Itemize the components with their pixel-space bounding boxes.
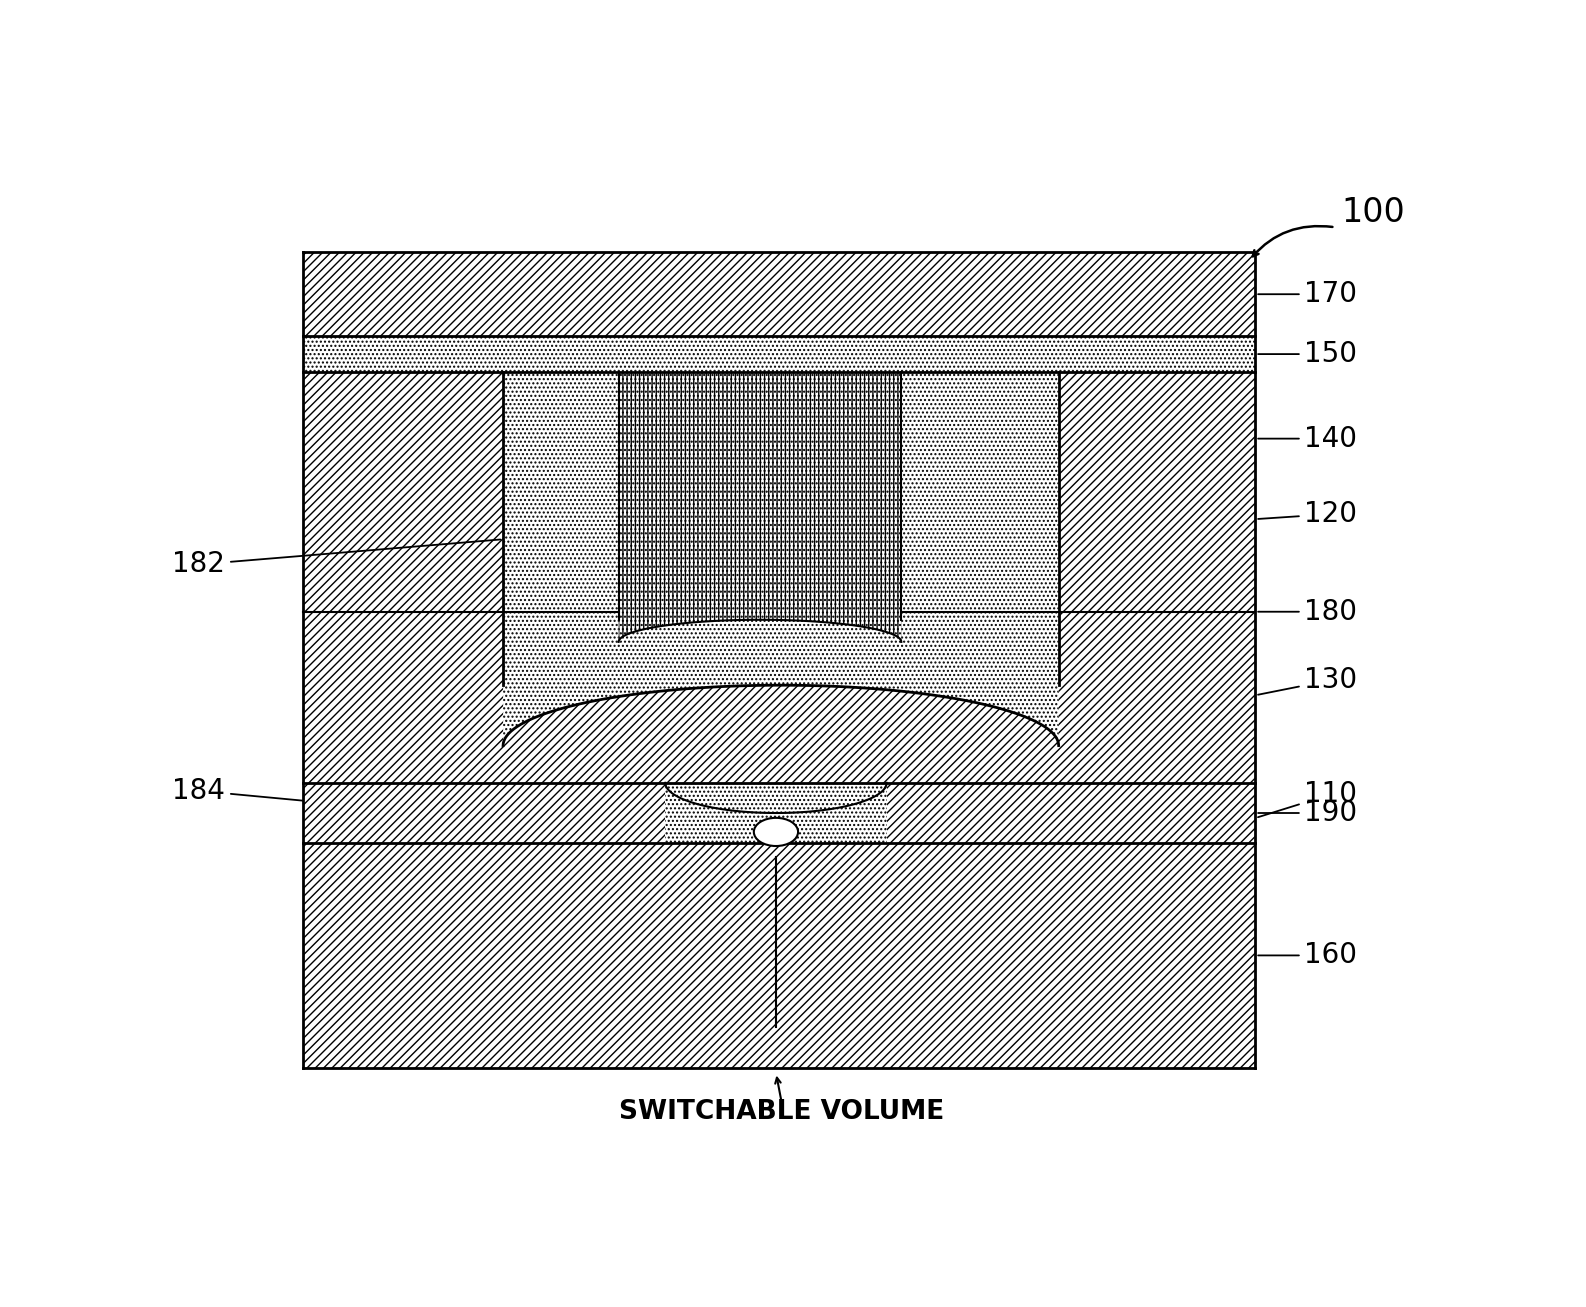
Bar — [303, 783, 1256, 843]
Bar — [303, 252, 1256, 336]
Polygon shape — [666, 783, 887, 813]
Polygon shape — [887, 783, 1256, 843]
Text: SWITCHABLE VOLUME: SWITCHABLE VOLUME — [620, 1099, 945, 1125]
Polygon shape — [503, 372, 1059, 745]
Text: 182: 182 — [173, 540, 500, 579]
Text: 160: 160 — [1258, 941, 1358, 970]
Text: 180: 180 — [1258, 597, 1358, 626]
Bar — [303, 372, 1256, 783]
Text: 110: 110 — [1258, 780, 1358, 817]
Text: 150: 150 — [1258, 340, 1358, 369]
Text: 184: 184 — [173, 776, 325, 805]
Polygon shape — [303, 783, 666, 843]
Text: 190: 190 — [1258, 799, 1358, 827]
Text: 130: 130 — [1258, 667, 1358, 695]
Bar — [303, 843, 1256, 1068]
Ellipse shape — [753, 818, 798, 846]
Text: 100: 100 — [1342, 196, 1405, 229]
Text: 170: 170 — [1258, 280, 1358, 308]
Text: 140: 140 — [1258, 425, 1358, 452]
Polygon shape — [619, 372, 901, 642]
Bar — [303, 336, 1256, 372]
Text: 120: 120 — [1258, 501, 1358, 528]
